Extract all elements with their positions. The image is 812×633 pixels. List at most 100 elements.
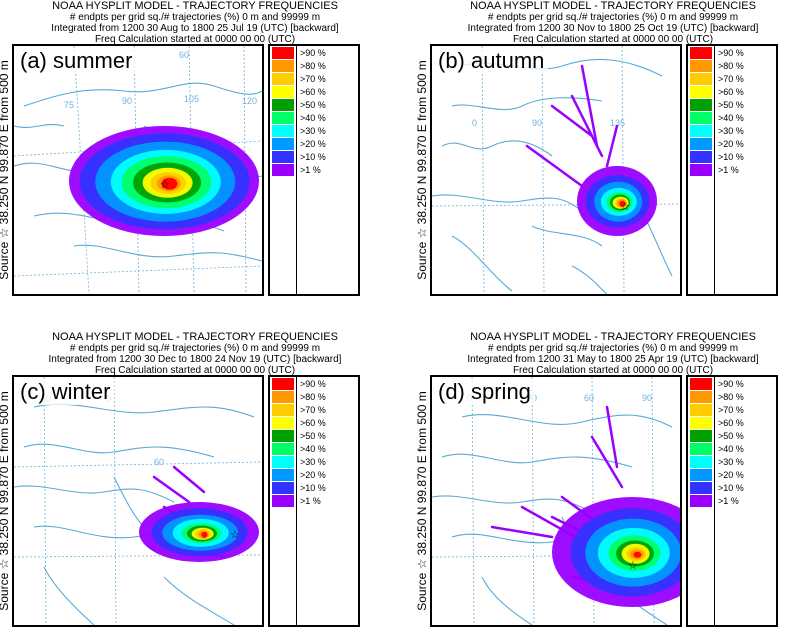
legend-label: >1 % — [718, 496, 739, 506]
trajectory-streak — [590, 435, 624, 489]
legend-item: >70 % — [270, 403, 358, 416]
legend-divider — [296, 377, 297, 625]
coastline — [23, 82, 262, 107]
trajectory-streak — [172, 465, 206, 494]
legend-item: >80 % — [270, 59, 358, 72]
integrated-line: Integrated from 1200 31 May to 1800 25 A… — [467, 354, 759, 365]
legend-swatch — [690, 60, 712, 72]
coastline — [441, 140, 553, 157]
legend-item: >20 % — [688, 137, 776, 150]
legend-swatch — [272, 151, 294, 163]
legend-item: >20 % — [270, 468, 358, 481]
legend-divider — [296, 46, 297, 294]
trajectory-streak — [490, 525, 554, 539]
panel-summer: NOAA HYSPLIT MODEL - TRAJECTORY FREQUENC… — [0, 0, 394, 300]
frequency-contour — [619, 200, 626, 207]
legend-item: >70 % — [270, 72, 358, 85]
legend-label: >50 % — [718, 100, 744, 110]
legend-label: >50 % — [300, 431, 326, 441]
trajectory-streak — [605, 405, 619, 469]
legend-label: >40 % — [300, 444, 326, 454]
legend-swatch — [272, 99, 294, 111]
graticule-label: 90 — [532, 118, 542, 128]
legend-divider — [714, 46, 715, 294]
legend-swatch — [272, 495, 294, 507]
panel-header: NOAA HYSPLIT MODEL - TRAJECTORY FREQUENC… — [0, 0, 390, 45]
trajectory-streak — [580, 64, 599, 148]
graticule-line — [14, 554, 262, 558]
coastline — [432, 495, 593, 513]
legend-label: >90 % — [718, 48, 744, 58]
legend-swatch — [690, 86, 712, 98]
legend-label: >20 % — [300, 139, 326, 149]
freq-start-line: Freq Calculation started at 0000 00 00 (… — [94, 365, 296, 376]
legend-swatch — [272, 60, 294, 72]
panel-header: NOAA HYSPLIT MODEL - TRAJECTORY FREQUENC… — [418, 0, 808, 45]
source-side-label: Source ☆ 38.250 N 99.870 E from 500 m — [0, 60, 11, 280]
legend-item: >60 % — [270, 85, 358, 98]
legend-swatch — [690, 47, 712, 59]
legend-item: >30 % — [688, 455, 776, 468]
trajectory-map: -30060☆ (c) winter — [12, 375, 264, 627]
model-title: NOAA HYSPLIT MODEL - TRAJECTORY FREQUENC… — [52, 331, 338, 343]
legend-swatch — [272, 482, 294, 494]
graticule-label: 90 — [122, 96, 132, 106]
legend-swatch — [272, 443, 294, 455]
coastline — [73, 244, 262, 262]
source-star-icon: ☆ — [628, 560, 638, 572]
legend-label: >80 % — [718, 392, 744, 402]
map-svg: -30060☆ — [14, 377, 262, 625]
legend-label: >30 % — [718, 126, 744, 136]
legend-item: >40 % — [270, 442, 358, 455]
legend-item: >1 % — [270, 494, 358, 507]
graticule-line — [471, 377, 475, 625]
legend-swatch — [272, 417, 294, 429]
panel-label: (d) spring — [438, 379, 535, 405]
legend-item: >10 % — [688, 150, 776, 163]
legend-swatch — [690, 164, 712, 176]
legend-item: >10 % — [270, 481, 358, 494]
legend-item: >30 % — [688, 124, 776, 137]
graticule-line — [481, 46, 485, 294]
graticule-label: 45 — [452, 293, 462, 294]
legend-item: >40 % — [270, 111, 358, 124]
legend-item: >80 % — [688, 59, 776, 72]
graticule-line — [14, 265, 262, 277]
legend-label: >40 % — [300, 113, 326, 123]
panel-spring: NOAA HYSPLIT MODEL - TRAJECTORY FREQUENC… — [415, 331, 812, 631]
legend-label: >60 % — [718, 418, 744, 428]
legend-label: >70 % — [300, 74, 326, 84]
legend-item: >80 % — [688, 390, 776, 403]
legend-item: >40 % — [688, 442, 776, 455]
legend-divider — [714, 377, 715, 625]
legend-label: >80 % — [718, 61, 744, 71]
legend-item: >90 % — [688, 46, 776, 59]
coastline — [33, 403, 255, 418]
coastline — [461, 414, 673, 428]
legend-label: >60 % — [300, 418, 326, 428]
legend-swatch — [272, 112, 294, 124]
legend-item: >60 % — [270, 416, 358, 429]
legend-label: >80 % — [300, 392, 326, 402]
graticule-label: 60 — [179, 50, 189, 60]
legend-swatch — [272, 469, 294, 481]
frequency-contour — [633, 551, 642, 558]
panel-autumn: NOAA HYSPLIT MODEL - TRAJECTORY FREQUENC… — [415, 0, 812, 300]
coastline — [43, 566, 95, 625]
coastline — [531, 225, 603, 247]
legend-item: >70 % — [688, 72, 776, 85]
legend-swatch — [690, 125, 712, 137]
frequency-legend: >90 % >80 % >70 % >60 % >50 % >40 % >30 % >20 %… — [686, 375, 778, 627]
graticule-label: 60 — [584, 393, 594, 403]
coastline — [14, 485, 175, 503]
graticule-label: 120 — [242, 96, 257, 106]
integrated-line: Integrated from 1200 30 Nov to 1800 25 O… — [467, 23, 759, 34]
trajectory-streak — [550, 104, 594, 138]
endpts-line: # endpts per grid sq./# trajectories (%)… — [69, 343, 321, 354]
panel-label: (c) winter — [20, 379, 115, 405]
legend-label: >90 % — [718, 379, 744, 389]
legend-item: >1 % — [270, 163, 358, 176]
legend-swatch — [690, 404, 712, 416]
legend-label: >1 % — [718, 165, 739, 175]
source-star-icon: ☆ — [160, 179, 170, 191]
